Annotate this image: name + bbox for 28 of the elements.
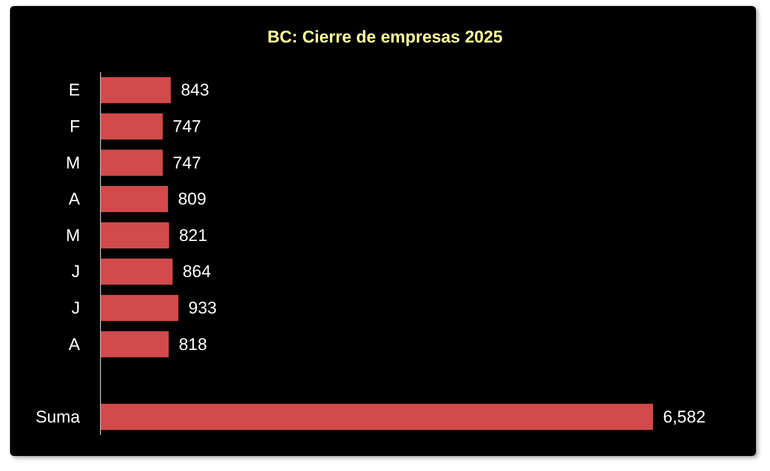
bar <box>100 222 169 248</box>
y-tick-label: F <box>70 116 80 136</box>
y-tick-label: J <box>72 262 80 282</box>
y-tick-label: M <box>66 153 80 172</box>
data-label: 747 <box>172 153 202 172</box>
data-label: 864 <box>182 262 211 282</box>
y-tick-label: J <box>72 298 80 318</box>
data-label: 933 <box>188 298 217 318</box>
y-tick-label: E <box>68 80 80 100</box>
data-label: 6,582 <box>663 407 706 426</box>
data-label: 747 <box>172 116 202 136</box>
y-tick-label: A <box>68 190 81 209</box>
chart-title: BC: Cierre de empresas 2025 <box>267 28 503 46</box>
bar <box>100 186 168 212</box>
y-tick-label: A <box>68 334 81 354</box>
bar <box>100 258 173 285</box>
bar <box>100 150 163 176</box>
data-label: 809 <box>178 190 206 209</box>
bar <box>100 113 163 140</box>
data-label: 843 <box>180 80 210 100</box>
data-label: 818 <box>178 334 208 354</box>
bar <box>100 331 169 358</box>
data-label: 821 <box>178 226 208 245</box>
y-tick-label: M <box>66 226 80 245</box>
bar <box>100 294 178 322</box>
y-tick-label: Suma <box>36 407 81 426</box>
bar <box>100 404 653 430</box>
bar <box>100 77 171 104</box>
